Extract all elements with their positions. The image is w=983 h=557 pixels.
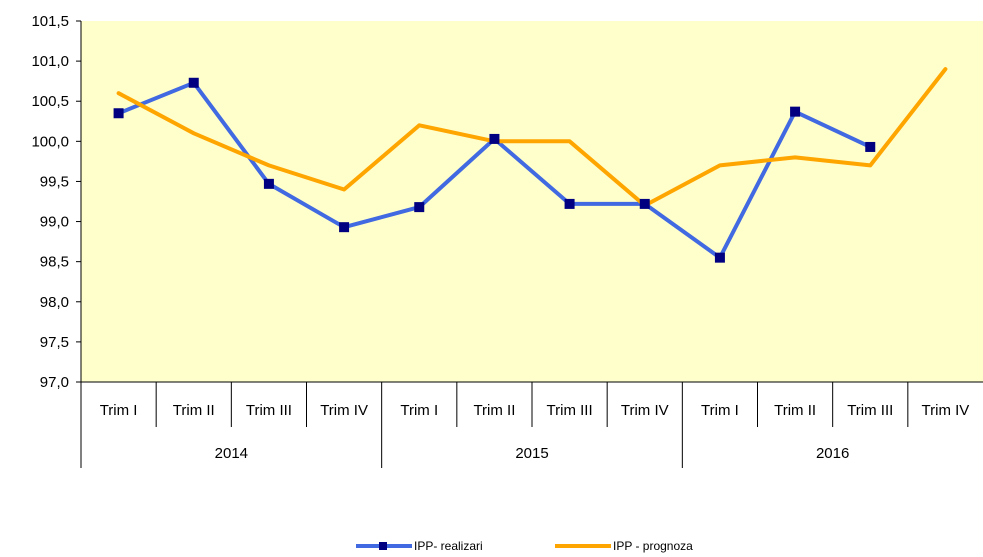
data-point-marker xyxy=(564,198,575,209)
y-tick-label: 100,5 xyxy=(31,93,69,110)
y-tick-label: 97,5 xyxy=(40,334,69,351)
data-point-marker xyxy=(263,178,274,189)
x-group-label: 2016 xyxy=(816,445,849,462)
x-category-label: Trim III xyxy=(847,402,893,419)
x-category-label: Trim IV xyxy=(320,402,368,419)
y-tick-label: 98,0 xyxy=(40,294,69,311)
data-point-marker xyxy=(489,133,500,144)
y-tick-label: 99,5 xyxy=(40,173,69,190)
x-category-label: Trim II xyxy=(473,402,515,419)
series-line-prognoza xyxy=(116,67,948,208)
x-category-label: Trim II xyxy=(173,402,215,419)
x-group-label: 2015 xyxy=(515,445,548,462)
x-category-label: Trim I xyxy=(100,402,138,419)
data-point-marker xyxy=(113,108,124,119)
x-category-label: Trim II xyxy=(774,402,816,419)
legend-label-prognoza: IPP - prognoza xyxy=(613,539,693,553)
legend-label-realizari: IPP- realizari xyxy=(414,539,483,553)
legend: IPP- realizari IPP - prognoza xyxy=(356,539,693,553)
x-category-label: Trim I xyxy=(701,402,739,419)
data-point-marker xyxy=(339,222,350,233)
data-point-marker xyxy=(639,198,650,209)
y-tick-label: 101,5 xyxy=(31,13,69,30)
x-axis-categories: Trim I Trim II Trim III Trim IV Trim I Trim I… xyxy=(80,382,970,468)
y-tick-label: 97,0 xyxy=(40,374,69,391)
x-category-label: Trim III xyxy=(547,402,593,419)
data-point-marker xyxy=(790,106,801,117)
plot-area xyxy=(81,21,983,382)
x-group-label: 2014 xyxy=(215,445,248,462)
data-point-marker xyxy=(714,252,725,263)
legend-marker-realizari xyxy=(379,542,387,550)
x-category-label: Trim III xyxy=(246,402,292,419)
y-tick-label: 100,0 xyxy=(31,133,69,150)
y-tick-label: 98,5 xyxy=(40,254,69,271)
x-category-label: Trim IV xyxy=(922,402,970,419)
y-axis-ticks: 97,0 97,5 98,0 98,5 99,0 99,5 100,0 100,5 101,0 1… xyxy=(31,13,81,391)
y-tick-label: 101,0 xyxy=(31,53,69,70)
data-point-marker xyxy=(188,77,199,88)
data-point-marker xyxy=(865,141,876,152)
data-point-marker xyxy=(414,202,425,213)
series-layer xyxy=(113,67,948,263)
y-tick-label: 99,0 xyxy=(40,214,69,231)
x-category-label: Trim IV xyxy=(621,402,669,419)
x-category-label: Trim I xyxy=(400,402,438,419)
